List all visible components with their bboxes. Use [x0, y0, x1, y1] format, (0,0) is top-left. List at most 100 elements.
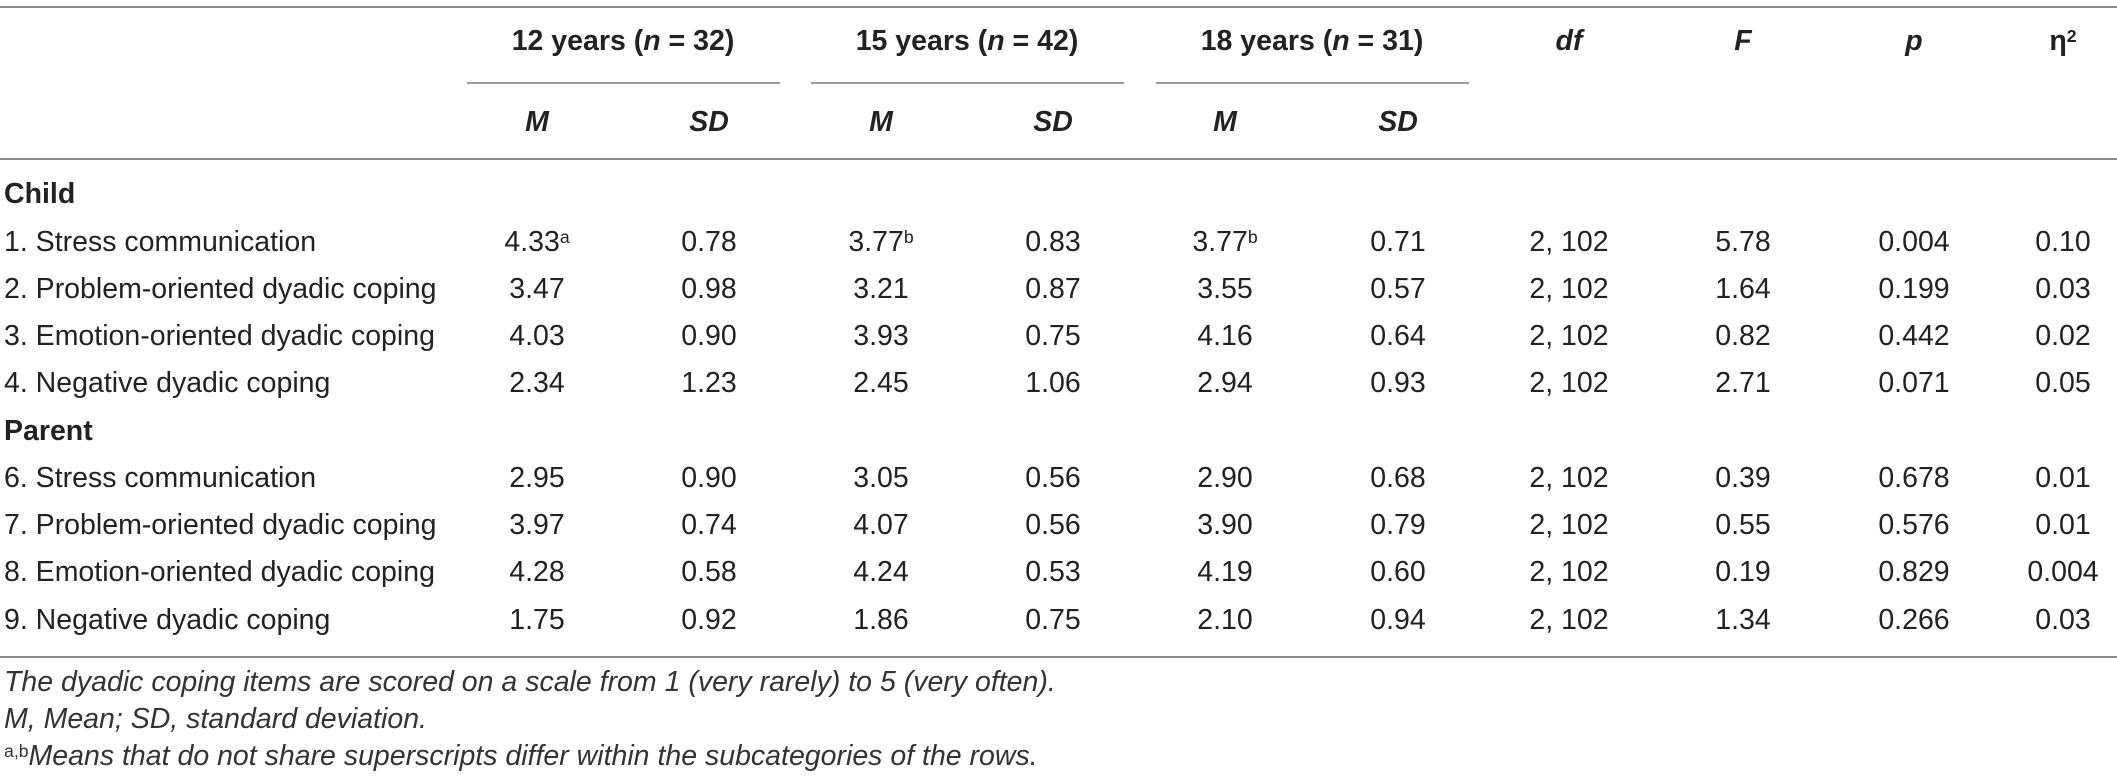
cell-eta: 0.02: [2035, 320, 2091, 352]
cell-sd-15: 0.75: [1025, 604, 1081, 636]
cell-p: 0.576: [1878, 509, 1950, 541]
cell-df: 2, 102: [1529, 509, 1609, 541]
cell-sd-12: 0.98: [681, 273, 737, 305]
row-label: 6. Stress communication: [4, 462, 317, 494]
column-header-df: df: [1555, 25, 1583, 57]
cell-m-12: 4.03: [509, 320, 565, 352]
cell-sd-12: 0.90: [681, 320, 737, 352]
cell-df: 2, 102: [1529, 273, 1609, 305]
cell-f: 0.39: [1715, 462, 1771, 494]
footnote-scale: The dyadic coping items are scored on a …: [4, 666, 1056, 698]
section-title-child: Child: [4, 178, 76, 210]
group-header-15-years: 15 years (n = 42): [855, 25, 1079, 57]
cell-sd-15: 1.06: [1025, 367, 1081, 399]
cell-m-15: 4.24: [853, 556, 909, 588]
cell-sd-18: 0.68: [1370, 462, 1426, 494]
cell-f: 1.64: [1715, 273, 1771, 305]
cell-m-15: 3.77b: [848, 226, 914, 258]
footnote-abbreviations: M, Mean; SD, standard deviation.: [4, 703, 427, 735]
cell-m-18: 2.94: [1197, 367, 1253, 399]
cell-f: 2.71: [1715, 367, 1771, 399]
row-label: 3. Emotion-oriented dyadic coping: [4, 320, 435, 352]
cell-m-12: 4.33a: [504, 226, 570, 258]
cell-f: 5.78: [1715, 226, 1771, 258]
cell-m-15: 2.45: [853, 367, 909, 399]
group-header-12-years: 12 years (n = 32): [511, 25, 735, 57]
group-header-18-years: 18 years (n = 31): [1200, 25, 1424, 57]
cell-p: 0.071: [1878, 367, 1950, 399]
cell-df: 2, 102: [1529, 367, 1609, 399]
cell-sd-18: 0.64: [1370, 320, 1426, 352]
cell-m-12: 2.34: [509, 367, 565, 399]
cell-m-12: 4.28: [509, 556, 565, 588]
cell-f: 0.19: [1715, 556, 1771, 588]
column-header-eta-squared: η2: [2049, 25, 2077, 57]
cell-df: 2, 102: [1529, 556, 1609, 588]
cell-eta: 0.01: [2035, 509, 2091, 541]
cell-eta: 0.004: [2027, 556, 2099, 588]
cell-sd-15: 0.56: [1025, 462, 1081, 494]
cell-sd-18: 0.93: [1370, 367, 1426, 399]
cell-eta: 0.03: [2035, 604, 2091, 636]
cell-p: 0.266: [1878, 604, 1950, 636]
cell-p: 0.004: [1878, 226, 1950, 258]
row-label: 7. Problem-oriented dyadic coping: [4, 509, 437, 541]
cell-m-15: 3.93: [853, 320, 909, 352]
row-label: 1. Stress communication: [4, 226, 317, 258]
column-header-m-15: M: [869, 106, 893, 138]
cell-m-15: 4.07: [853, 509, 909, 541]
cell-m-12: 2.95: [509, 462, 565, 494]
cell-df: 2, 102: [1529, 226, 1609, 258]
cell-sd-15: 0.75: [1025, 320, 1081, 352]
cell-m-12: 3.47: [509, 273, 565, 305]
cell-sd-12: 0.78: [681, 226, 737, 258]
cell-p: 0.442: [1878, 320, 1950, 352]
section-title-parent: Parent: [4, 415, 93, 447]
cell-m-15: 1.86: [853, 604, 909, 636]
cell-df: 2, 102: [1529, 604, 1609, 636]
cell-df: 2, 102: [1529, 462, 1609, 494]
footnote-superscripts: a,bMeans that do not share superscripts …: [4, 740, 1038, 772]
column-header-sd-15: SD: [1033, 106, 1073, 138]
cell-eta: 0.10: [2035, 226, 2091, 258]
group-rule-15: [811, 82, 1124, 84]
cell-m-15: 3.05: [853, 462, 909, 494]
cell-sd-15: 0.56: [1025, 509, 1081, 541]
cell-m-18: 3.55: [1197, 273, 1253, 305]
cell-m-15: 3.21: [853, 273, 909, 305]
header-bottom-rule: [0, 158, 2117, 160]
cell-df: 2, 102: [1529, 320, 1609, 352]
cell-sd-15: 0.83: [1025, 226, 1081, 258]
row-label: 4. Negative dyadic coping: [4, 367, 331, 399]
row-label: 2. Problem-oriented dyadic coping: [4, 273, 437, 305]
cell-m-12: 1.75: [509, 604, 565, 636]
column-header-sd-18: SD: [1378, 106, 1418, 138]
cell-sd-18: 0.60: [1370, 556, 1426, 588]
group-rule-12: [467, 82, 780, 84]
cell-f: 0.82: [1715, 320, 1771, 352]
cell-sd-12: 0.58: [681, 556, 737, 588]
row-label: 9. Negative dyadic coping: [4, 604, 331, 636]
cell-eta: 0.03: [2035, 273, 2091, 305]
cell-f: 0.55: [1715, 509, 1771, 541]
cell-sd-18: 0.57: [1370, 273, 1426, 305]
column-header-m-18: M: [1213, 106, 1237, 138]
cell-m-18: 2.90: [1197, 462, 1253, 494]
cell-sd-15: 0.87: [1025, 273, 1081, 305]
row-label: 8. Emotion-oriented dyadic coping: [4, 556, 435, 588]
cell-eta: 0.01: [2035, 462, 2091, 494]
group-rule-18: [1156, 82, 1469, 84]
cell-m-18: 3.90: [1197, 509, 1253, 541]
cell-sd-12: 0.90: [681, 462, 737, 494]
cell-sd-12: 1.23: [681, 367, 737, 399]
column-header-p: p: [1905, 25, 1923, 57]
cell-m-18: 4.16: [1197, 320, 1253, 352]
cell-sd-12: 0.74: [681, 509, 737, 541]
cell-sd-18: 0.71: [1370, 226, 1426, 258]
cell-m-18: 4.19: [1197, 556, 1253, 588]
column-header-m-12: M: [525, 106, 549, 138]
cell-eta: 0.05: [2035, 367, 2091, 399]
cell-m-12: 3.97: [509, 509, 565, 541]
cell-p: 0.678: [1878, 462, 1950, 494]
